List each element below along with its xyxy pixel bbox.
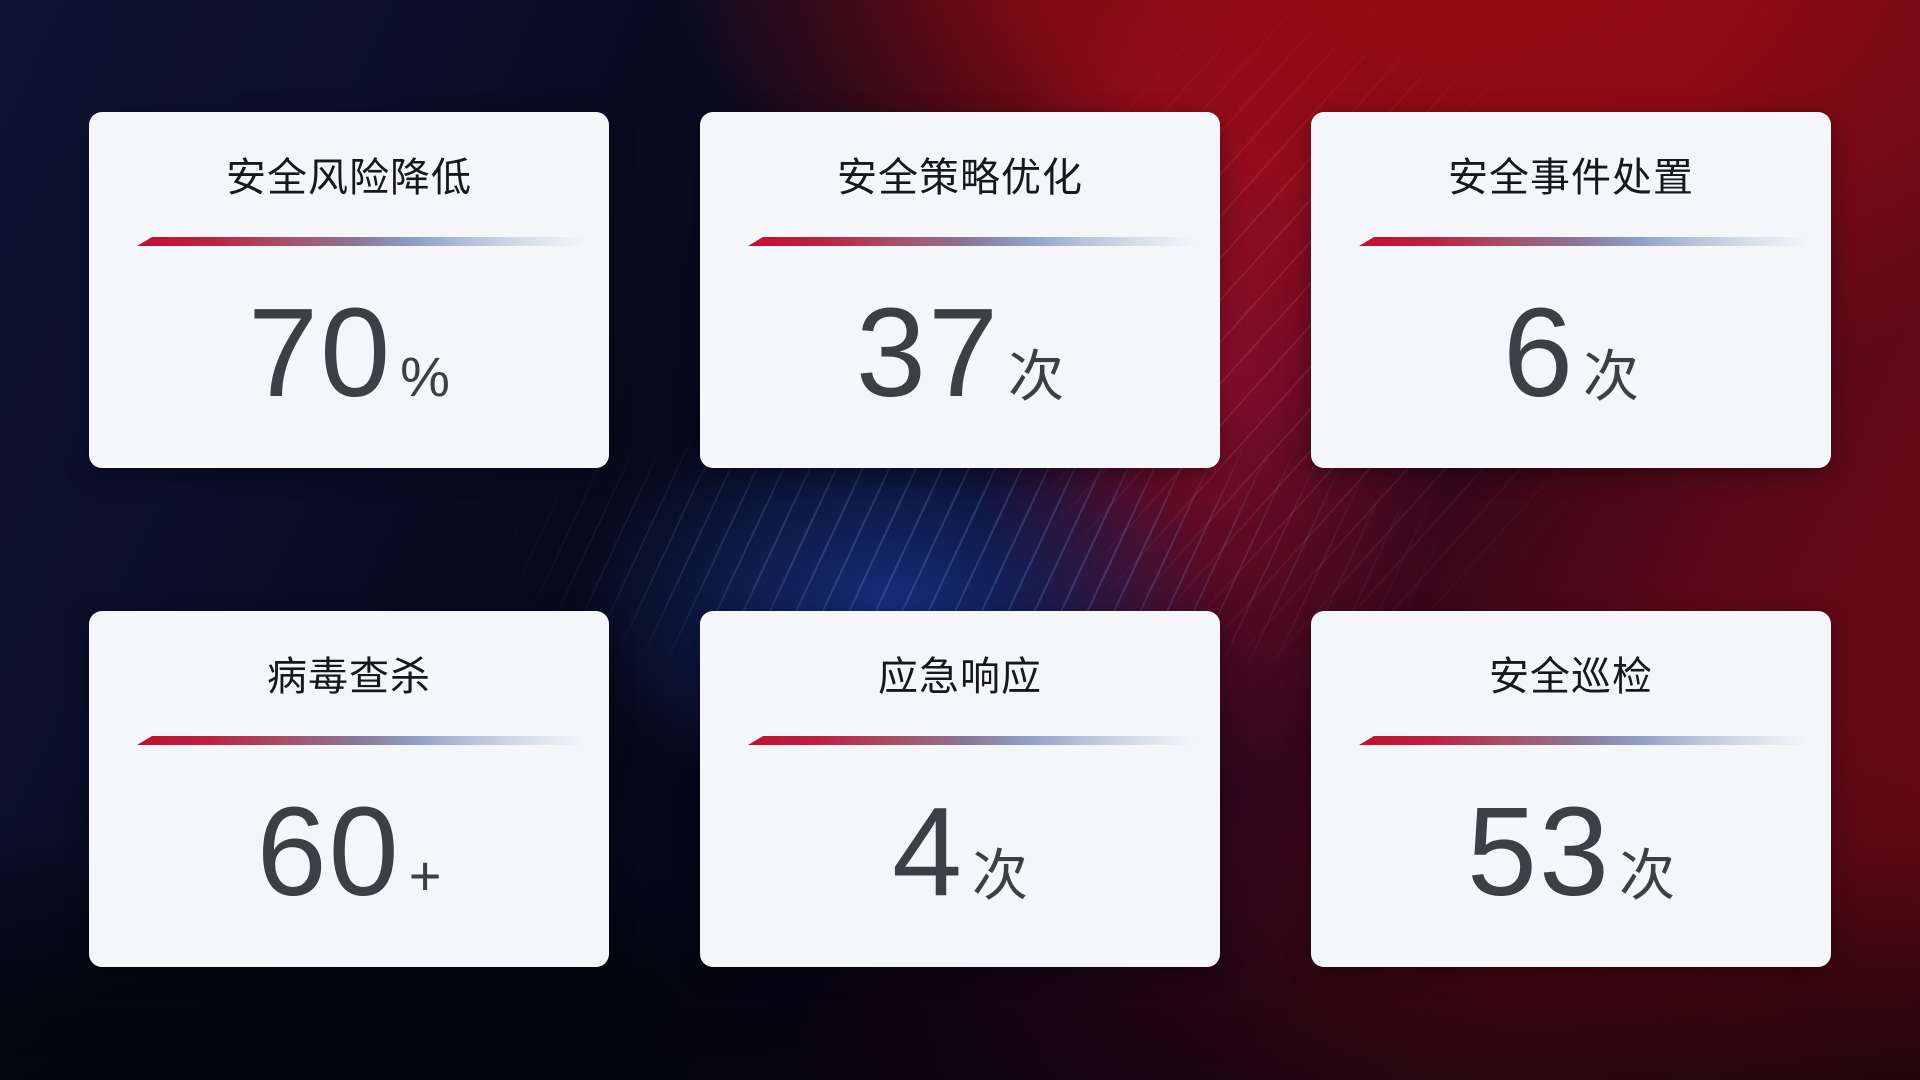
stat-card-risk-reduction: 安全风险降低 70% [89,112,609,468]
stat-card-policy-optimization: 安全策略优化 37 次 [700,112,1220,468]
stat-value-row: 70% [89,290,609,416]
stat-value: 53 [1466,781,1612,922]
stat-unit: + [408,844,442,907]
stat-title: 安全策略优化 [837,156,1083,200]
stat-value-row: 37 次 [700,290,1220,416]
gradient-divider [137,736,585,745]
gradient-divider [748,736,1196,745]
stat-value: 6 [1502,282,1576,423]
stat-value: 37 [855,282,1001,423]
stat-value: 4 [891,781,965,922]
stat-title: 病毒查杀 [267,655,431,699]
stat-value: 70 [248,282,393,423]
stat-card-security-inspection: 安全巡检 53 次 [1311,611,1831,967]
stat-unit: 次 [1008,345,1065,408]
stat-unit: 次 [972,844,1029,907]
stat-title: 安全巡检 [1489,655,1653,699]
stat-value: 60 [256,781,401,922]
stat-title: 安全事件处置 [1448,156,1694,200]
stat-value-row: 60 + [89,789,609,915]
gradient-divider [137,237,585,246]
stat-card-virus-scan: 病毒查杀 60 + [89,611,609,967]
gradient-divider [748,237,1196,246]
stat-value-row: 53 次 [1311,789,1831,915]
stat-title: 应急响应 [878,655,1042,699]
stat-title: 安全风险降低 [226,156,472,200]
gradient-divider [1359,237,1807,246]
stat-unit: % [400,345,450,408]
stat-unit: 次 [1583,345,1640,408]
stat-unit: 次 [1619,844,1676,907]
gradient-divider [1359,736,1807,745]
